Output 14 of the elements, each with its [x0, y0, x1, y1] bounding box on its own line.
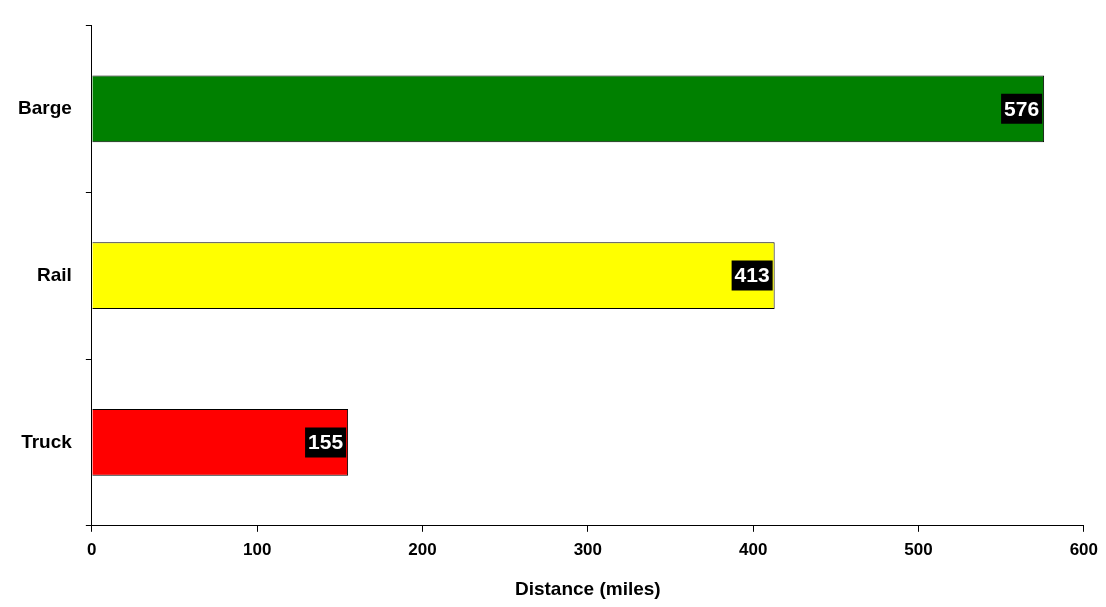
- x-tick-label: 100: [242, 539, 272, 559]
- x-tick-label: 300: [573, 539, 603, 559]
- x-tick-label: 500: [904, 539, 933, 559]
- y-tick-label: Rail: [37, 263, 72, 285]
- x-tick-label: 400: [738, 539, 768, 559]
- data-label: 576: [1004, 96, 1040, 120]
- y-tick-label: Barge: [18, 97, 72, 119]
- x-tick-label: 200: [408, 539, 437, 559]
- x-tick-label: 0: [87, 539, 97, 559]
- data-label: 413: [734, 263, 770, 287]
- y-tick-label: Truck: [21, 430, 73, 452]
- data-label: 155: [308, 430, 344, 454]
- x-tick-label: 600: [1069, 539, 1099, 559]
- x-axis-title: Distance (miles): [514, 577, 661, 599]
